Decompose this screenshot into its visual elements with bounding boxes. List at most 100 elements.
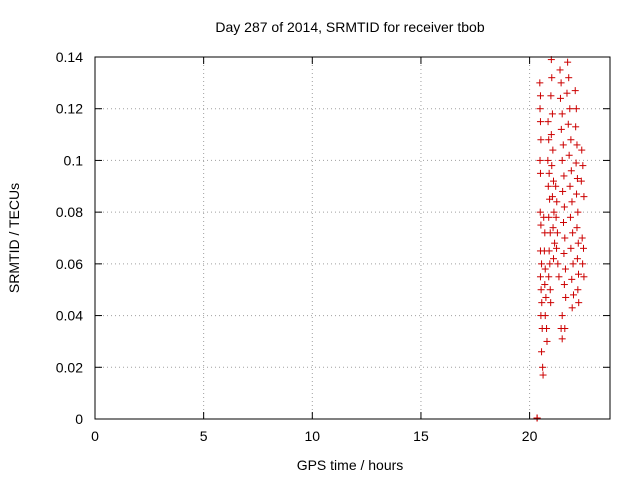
data-point bbox=[573, 175, 581, 183]
data-point bbox=[553, 229, 561, 237]
axis-ticks: 0 0.02 0.04 0.06 0.08 0.1 0.12 0.14 0 5 10 15 20 bbox=[56, 49, 610, 444]
data-point bbox=[542, 293, 550, 301]
data-point bbox=[536, 92, 544, 100]
data-point bbox=[558, 312, 566, 320]
data-point bbox=[536, 79, 544, 87]
data-point bbox=[562, 293, 570, 301]
data-point bbox=[546, 260, 554, 268]
data-point bbox=[536, 169, 544, 177]
data-point bbox=[568, 304, 576, 312]
data-point bbox=[567, 244, 575, 252]
data-point bbox=[559, 218, 567, 226]
data-point bbox=[545, 273, 553, 281]
data-point bbox=[552, 182, 560, 190]
data-point bbox=[569, 260, 577, 268]
data-point bbox=[550, 255, 558, 263]
data-point bbox=[545, 136, 553, 144]
data-point bbox=[569, 229, 577, 237]
data-point bbox=[567, 167, 575, 175]
y-tick-label: 0.06 bbox=[56, 256, 83, 272]
data-point bbox=[549, 146, 557, 154]
y-tick-label: 0.02 bbox=[56, 359, 83, 375]
data-point bbox=[557, 125, 565, 133]
data-point bbox=[558, 110, 566, 118]
data-point bbox=[553, 198, 561, 206]
data-point bbox=[548, 74, 556, 82]
data-point bbox=[536, 105, 544, 113]
data-point bbox=[547, 299, 555, 307]
data-point bbox=[572, 123, 580, 131]
data-point bbox=[578, 234, 586, 242]
data-point bbox=[550, 177, 558, 185]
data-point bbox=[541, 281, 549, 289]
data-point bbox=[566, 213, 574, 221]
data-point bbox=[550, 208, 558, 216]
data-point bbox=[560, 250, 568, 258]
data-point bbox=[561, 265, 569, 273]
data-point bbox=[558, 335, 566, 343]
data-point bbox=[573, 224, 581, 232]
x-tick-label: 20 bbox=[522, 428, 538, 444]
data-point bbox=[547, 92, 555, 100]
data-point bbox=[559, 141, 567, 149]
y-tick-label: 0 bbox=[75, 411, 83, 427]
data-point bbox=[559, 187, 567, 195]
data-point bbox=[574, 239, 582, 247]
data-point bbox=[536, 273, 544, 281]
data-point bbox=[580, 193, 588, 201]
data-point bbox=[564, 58, 572, 66]
data-point bbox=[538, 260, 546, 268]
chart-title: Day 287 of 2014, SRMTID for receiver tbo… bbox=[215, 19, 484, 35]
data-point bbox=[549, 224, 557, 232]
data-point bbox=[537, 136, 545, 144]
data-point bbox=[553, 244, 561, 252]
data-point bbox=[556, 94, 564, 102]
data-point bbox=[572, 105, 580, 113]
data-point bbox=[579, 162, 587, 170]
y-axis-label: SRMTID / TECUs bbox=[6, 183, 22, 293]
data-point bbox=[580, 273, 588, 281]
data-point bbox=[573, 141, 581, 149]
data-point bbox=[546, 286, 554, 294]
data-point bbox=[545, 247, 553, 255]
data-point bbox=[548, 193, 556, 201]
data-point bbox=[536, 118, 544, 126]
data-point bbox=[561, 325, 569, 332]
data-point bbox=[543, 325, 551, 332]
y-tick-label: 0.04 bbox=[56, 308, 83, 324]
data-point bbox=[575, 299, 583, 307]
data-point bbox=[548, 162, 556, 170]
data-point bbox=[566, 105, 574, 113]
data-point bbox=[573, 190, 581, 198]
data-point bbox=[568, 198, 576, 206]
data-point bbox=[579, 244, 587, 252]
data-point bbox=[537, 221, 545, 229]
data-point bbox=[560, 172, 568, 180]
data-point bbox=[541, 312, 549, 320]
x-tick-label: 10 bbox=[305, 428, 321, 444]
data-point bbox=[552, 213, 560, 221]
data-point bbox=[564, 120, 572, 128]
data-point bbox=[536, 208, 544, 216]
data-point bbox=[560, 281, 568, 289]
data-point bbox=[545, 213, 553, 221]
data-point bbox=[533, 414, 541, 422]
data-point bbox=[566, 182, 574, 190]
data-markers bbox=[533, 56, 588, 422]
data-point bbox=[557, 79, 565, 87]
data-point bbox=[536, 156, 544, 164]
data-point bbox=[544, 156, 552, 164]
data-point bbox=[574, 270, 582, 278]
data-point bbox=[555, 273, 563, 281]
x-tick-label: 0 bbox=[91, 428, 99, 444]
data-point bbox=[539, 371, 547, 379]
data-point bbox=[556, 66, 564, 74]
data-point bbox=[574, 208, 582, 216]
data-point bbox=[537, 286, 545, 294]
y-tick-label: 0.1 bbox=[64, 152, 84, 168]
data-point bbox=[539, 363, 547, 371]
data-point bbox=[544, 118, 552, 126]
y-tick-label: 0.14 bbox=[56, 49, 83, 65]
